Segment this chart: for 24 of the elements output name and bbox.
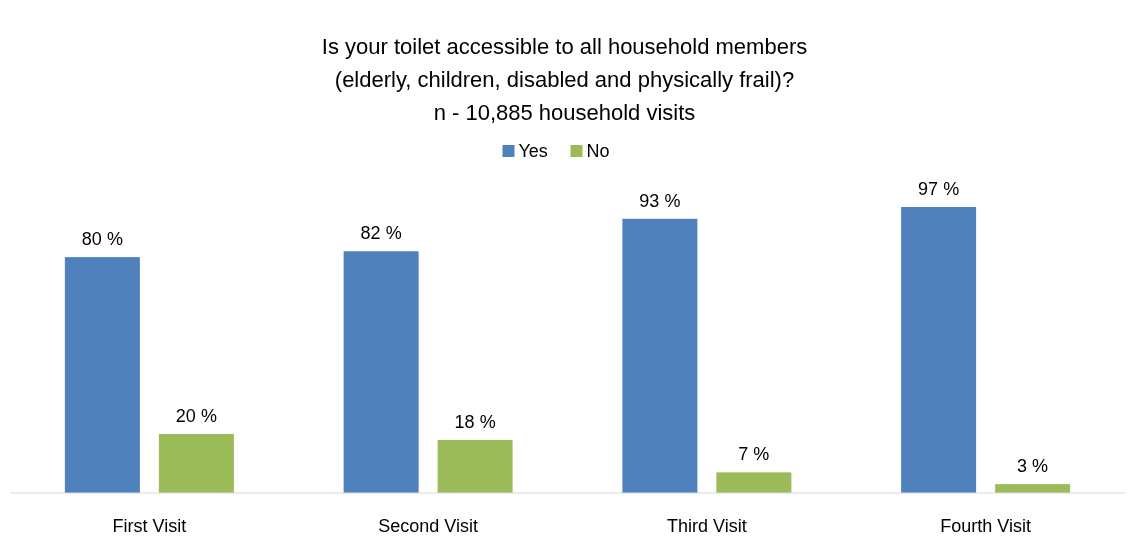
chart-subtitle: n - 10,885 household visits: [433, 100, 696, 125]
x-tick-label: Second Visit: [378, 516, 478, 536]
bar: [716, 472, 792, 493]
data-label: 80 %: [81, 229, 123, 250]
x-tick-label: Third Visit: [667, 516, 747, 536]
data-label: 20 %: [175, 406, 217, 427]
data-label: 97 %: [918, 179, 960, 199]
data-label: 93 %: [639, 190, 681, 211]
legend-label: Yes: [518, 141, 548, 161]
bar: [343, 251, 419, 493]
bar: [622, 218, 698, 493]
legend-label: No: [586, 141, 610, 161]
bar: [64, 257, 140, 493]
chart-title: Is your toilet accessible to all household members (elderly, children, disabled and physically frail)?: [321, 34, 808, 92]
bar: [995, 484, 1071, 493]
bar: [901, 207, 977, 493]
data-label: 18 %: [454, 411, 496, 432]
data-label: 82 %: [360, 223, 402, 244]
x-tick-label: First Visit: [112, 516, 187, 536]
bar: [158, 434, 234, 493]
data-label: 3 %: [1017, 456, 1049, 477]
x-tick-label: Fourth Visit: [940, 516, 1031, 536]
data-label: 7 %: [738, 444, 770, 465]
bar: [437, 439, 513, 493]
